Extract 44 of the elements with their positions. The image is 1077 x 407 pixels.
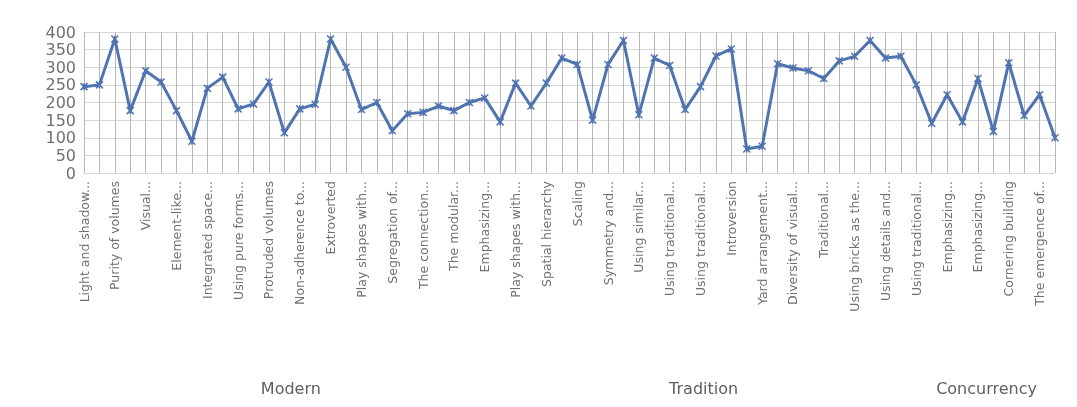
x-tick-label: Introversion: [723, 181, 739, 256]
x-tick-label: Traditional...: [816, 181, 832, 260]
x-tick-label: Using traditional...: [662, 181, 678, 297]
x-tick-label: Symmetry and...: [600, 181, 616, 286]
x-tick-label: Light and shadow...: [76, 181, 92, 303]
y-tick-label: 400: [45, 22, 76, 42]
x-tick-label: Emphasizing...: [939, 181, 955, 273]
y-tick-label: 150: [45, 110, 76, 130]
x-tick-label: The modular...: [446, 181, 462, 272]
x-tick-label: Using traditional...: [693, 181, 709, 297]
x-tick-label: Using similar...: [631, 181, 647, 273]
x-tick-label: Diversity of visual...: [785, 181, 801, 305]
x-tick-label: Extroverted: [323, 181, 339, 255]
x-tick-label: The emergence of...: [1032, 181, 1048, 307]
text: Tradition: [668, 378, 739, 398]
x-tick-label: Using bricks as the...: [847, 181, 863, 312]
x-tick-label: Cornering building: [1001, 181, 1017, 297]
x-tick-label: Visual...: [138, 181, 154, 231]
x-tick-label: Spatial hierarchy: [538, 180, 554, 287]
text: Modern: [260, 378, 321, 398]
x-tick-label: Protruded volumes: [261, 181, 277, 300]
x-tick-label: Integrated space...: [199, 181, 215, 300]
x-tick-label: Play shapes with...: [353, 181, 369, 298]
x-tick-label: Play shapes with...: [508, 181, 524, 298]
y-tick-label: 250: [45, 75, 76, 95]
x-tick-label: Purity of volumes: [107, 181, 123, 290]
x-tick-label: Yard arrangement...: [754, 181, 770, 306]
y-tick-label: 350: [45, 40, 76, 60]
y-tick-label: 0: [65, 163, 76, 183]
x-tick-label: Using traditional...: [908, 181, 924, 297]
x-tick-label: The connection...: [415, 181, 431, 291]
y-tick-label: 50: [55, 145, 76, 165]
x-tick-label: Element-like...: [168, 181, 184, 271]
y-tick-label: 300: [45, 57, 76, 77]
x-tick-label: Non-adherence to...: [292, 181, 308, 305]
x-tick-label: Using pure forms...: [230, 181, 246, 300]
y-tick-label: 100: [45, 128, 76, 148]
x-tick-label: Emphasizing...: [970, 181, 986, 273]
x-tick-label: Scaling: [569, 181, 585, 227]
y-tick-label: 200: [45, 93, 76, 112]
x-tick-label: Segregation of...: [384, 181, 400, 284]
x-tick-label: Using details and...: [877, 181, 893, 302]
text: Concurrency: [936, 378, 1037, 398]
x-tick-label: Emphasizing...: [477, 181, 493, 273]
